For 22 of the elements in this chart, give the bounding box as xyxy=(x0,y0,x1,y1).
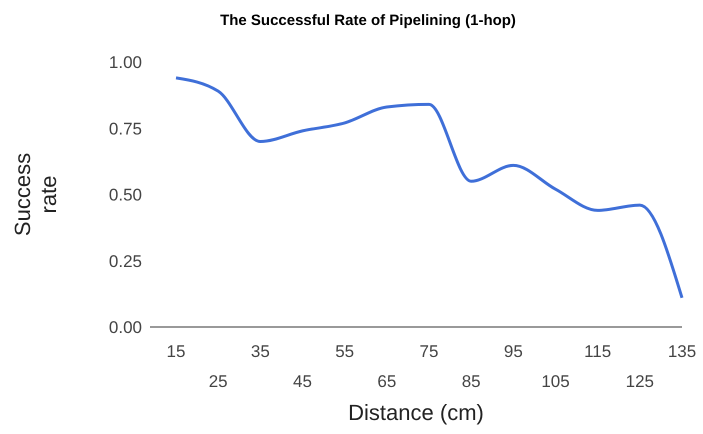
y-tick-label: 0.00 xyxy=(108,318,142,338)
x-tick-label: 85 xyxy=(462,372,481,391)
line-series xyxy=(174,76,684,300)
y-axis-title: Success rate xyxy=(10,152,61,236)
chart-title: The Successful Rate of Pipelining (1-hop) xyxy=(219,12,517,29)
x-tick-label: 105 xyxy=(541,372,570,391)
y-tick-label: 0.25 xyxy=(108,252,142,271)
x-tick-label: 15 xyxy=(166,342,186,361)
x-axis-title: Distance (cm) xyxy=(348,400,484,425)
x-tick-label: 25 xyxy=(208,372,228,391)
y-tick-label: 0.75 xyxy=(108,119,142,138)
x-tick-label: 135 xyxy=(668,342,696,361)
y-tick-label: 1.00 xyxy=(108,53,142,72)
x-tick-label: 35 xyxy=(250,342,270,361)
x-tick-label: 45 xyxy=(293,372,312,391)
x-tick-label: 75 xyxy=(420,342,438,361)
x-tick-label: 55 xyxy=(335,342,354,361)
x-tick-label: 95 xyxy=(504,342,523,361)
x-tick-label: 125 xyxy=(626,372,654,391)
x-tick-label: 115 xyxy=(584,342,612,361)
y-tick-label: 0.50 xyxy=(108,186,142,205)
x-tick-label: 65 xyxy=(377,372,396,391)
